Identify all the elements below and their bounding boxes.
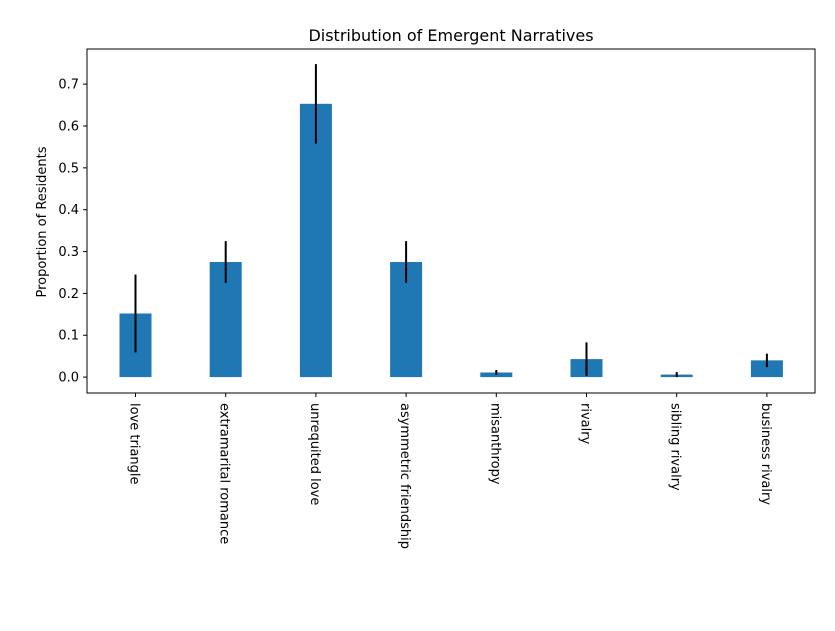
axes-frame bbox=[86, 48, 816, 394]
x-tick-label: business rivalry bbox=[758, 403, 773, 505]
x-tick-label: rivalry bbox=[578, 403, 593, 445]
x-tick-label: extramarital romance bbox=[217, 403, 232, 544]
bar-unrequited-love bbox=[299, 103, 332, 378]
y-tick-label: 0.5 bbox=[58, 161, 79, 176]
chart-title: Distribution of Emergent Narratives bbox=[308, 26, 593, 45]
x-tick-label: love triangle bbox=[127, 403, 142, 485]
y-tick-label: 0.1 bbox=[58, 329, 79, 344]
y-tick-label: 0.3 bbox=[58, 245, 79, 260]
x-tick-label: misanthropy bbox=[487, 403, 502, 485]
x-tick-label: unrequited love bbox=[307, 403, 322, 505]
x-tick-label: asymmetric friendship bbox=[397, 403, 412, 549]
y-tick-label: 0.0 bbox=[58, 371, 79, 386]
y-tick-label: 0.6 bbox=[58, 120, 79, 135]
y-tick-label: 0.7 bbox=[58, 78, 79, 93]
x-tick-label: sibling rivalry bbox=[668, 403, 683, 491]
plot-area: 0.0 0.1 0.2 0.3 0.4 0.5 0.6 0.7 love triangle ext… bbox=[58, 48, 816, 549]
y-axis-label: Proportion of Residents bbox=[35, 146, 50, 297]
bar-business-rivalry bbox=[750, 360, 783, 378]
y-tick-label: 0.4 bbox=[58, 203, 79, 218]
y-tick-label: 0.2 bbox=[58, 287, 79, 302]
